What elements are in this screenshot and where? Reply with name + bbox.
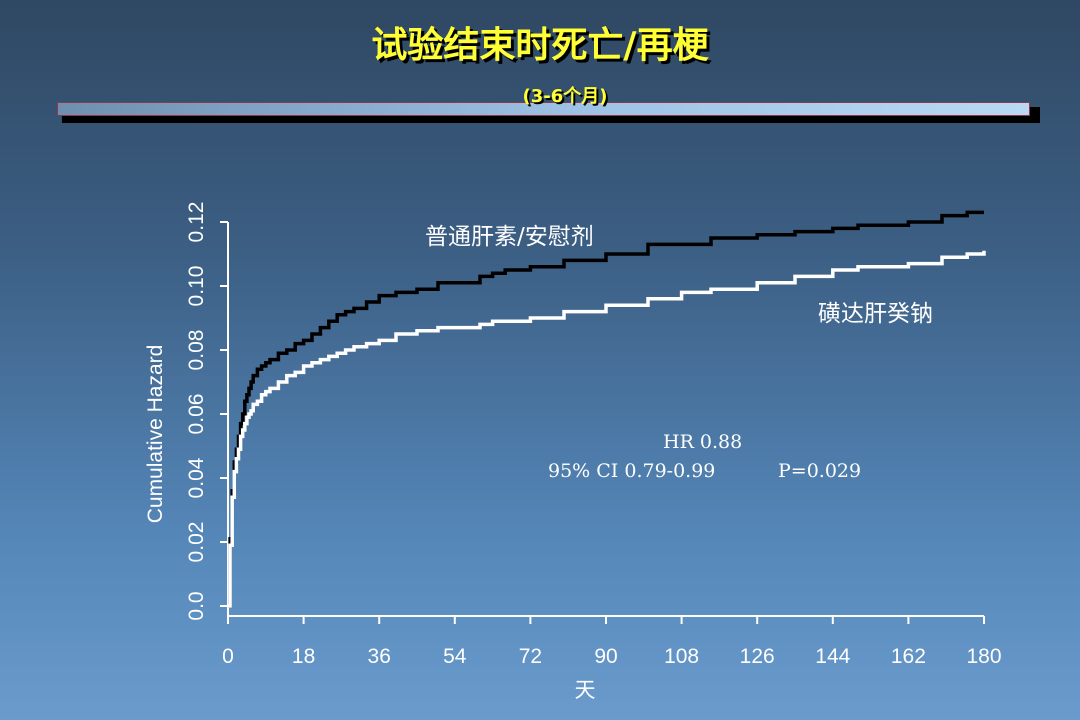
annotation-ci: 95% CI 0.79-0.99 <box>548 460 715 482</box>
y-tick-label: 0.08 <box>185 330 208 371</box>
slide-subtitle: (3-6个月) <box>522 86 608 107</box>
y-tick-label: 0.06 <box>185 394 208 435</box>
annotation-p: P=0.029 <box>778 460 861 482</box>
series-label-fondaparinux: 磺达肝癸钠 <box>818 301 933 327</box>
x-tick-label: 18 <box>292 645 315 668</box>
y-tick-label: 0.12 <box>185 202 208 243</box>
title-rule <box>57 102 1030 116</box>
series-label-heparin: 普通肝素/安慰剂 <box>425 224 594 250</box>
y-tick-label: 0.10 <box>185 266 208 307</box>
x-tick-label: 90 <box>594 645 617 668</box>
x-tick-label: 36 <box>368 645 391 668</box>
x-tick-label: 54 <box>443 645 467 668</box>
y-ticks: 0.0 0.02 0.04 0.06 0.08 0.10 0.12 <box>185 202 228 621</box>
series-line-fondaparinux <box>228 250 986 608</box>
x-tick-label: 0 <box>222 645 234 668</box>
x-tick-label: 126 <box>740 645 775 668</box>
x-tick-label: 108 <box>664 645 699 668</box>
y-axis-label: Cumulative Hazard <box>144 345 167 524</box>
x-tick-label: 180 <box>966 645 1001 668</box>
x-tick-label: 72 <box>519 645 542 668</box>
x-axis-label: 天 <box>575 679 596 702</box>
series-group <box>228 210 986 608</box>
x-tick-label: 144 <box>815 645 850 668</box>
slide-title: 试验结束时死亡/再梗 <box>371 25 709 66</box>
y-tick-label: 0.0 <box>185 591 208 620</box>
x-tick-label: 162 <box>891 645 926 668</box>
chart-axes <box>227 222 984 617</box>
y-tick-label: 0.04 <box>185 457 208 498</box>
x-ticks: 0 18 36 54 72 90 108 126 144 162 180 <box>222 616 1002 668</box>
series-line-heparin <box>228 210 984 608</box>
y-tick-label: 0.02 <box>185 522 208 563</box>
annotation-hr: HR 0.88 <box>663 431 742 453</box>
